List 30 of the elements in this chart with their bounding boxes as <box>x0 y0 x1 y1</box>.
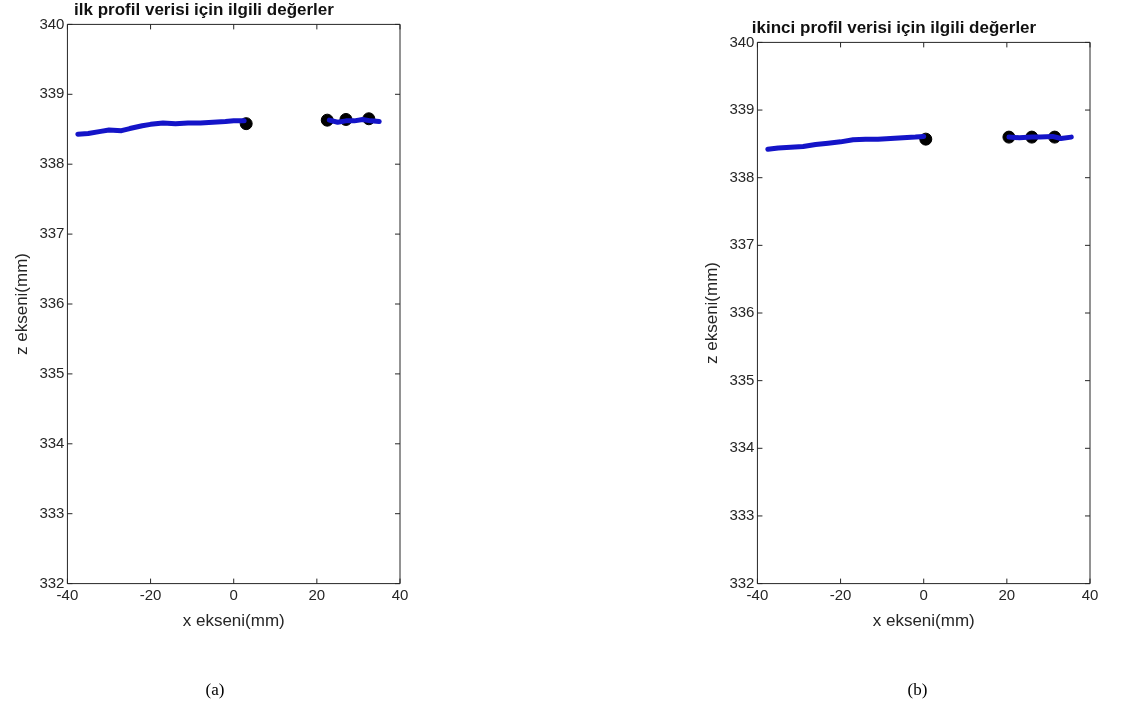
y-tick-label: 336 <box>39 294 65 312</box>
x-tick-label: 20 <box>998 585 1016 603</box>
text: (a) <box>204 680 226 700</box>
x-tick-label: -20 <box>139 585 162 603</box>
x-tick-label: 0 <box>229 585 238 603</box>
x-tick-label: 40 <box>391 585 409 603</box>
y-tick-label: 339 <box>39 84 65 102</box>
x-axis-title: x ekseni(mm) <box>872 611 975 631</box>
x-tick-label: 20 <box>308 585 326 603</box>
x-tick-label: -20 <box>829 585 852 603</box>
y-tick-label: 333 <box>39 503 65 521</box>
y-tick-label: 337 <box>729 235 755 253</box>
text: (b) <box>906 680 929 700</box>
y-axis-title: z ekseni(mm) <box>11 252 31 356</box>
y-tick-label: 338 <box>39 154 65 172</box>
x-tick-label: 40 <box>1081 585 1099 603</box>
y-tick-label: 339 <box>729 100 755 118</box>
y-tick-label: 336 <box>729 303 755 321</box>
y-tick-label: 338 <box>729 167 755 185</box>
chart-title: ilk profil verisi için ilgili değerler <box>74 0 335 19</box>
x-tick-label: 0 <box>919 585 928 603</box>
x-axis-title: x ekseni(mm) <box>182 611 285 631</box>
y-tick-label: 335 <box>729 370 755 388</box>
y-tick-label: 340 <box>39 14 65 32</box>
y-tick-label: 334 <box>39 433 65 451</box>
y-tick-label: 333 <box>729 506 755 524</box>
y-tick-label: 337 <box>39 224 65 242</box>
y-tick-label: 334 <box>729 438 755 456</box>
y-tick-label: 335 <box>39 364 65 382</box>
y-axis-title: z ekseni(mm) <box>701 261 721 365</box>
